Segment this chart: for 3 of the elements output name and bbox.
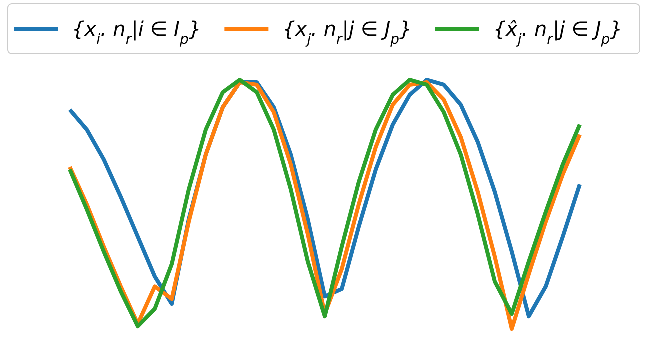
legend-label: {x̂$_{j}$. n$_{r}$|j ∈ J$_{p}$} [493, 17, 623, 48]
legend-label: {x$_{i}$. n$_{r}$|i ∈ I$_{p}$} [72, 17, 202, 48]
legend-label: {x$_{j}$. n$_{r}$|j ∈ J$_{p}$} [282, 17, 412, 48]
